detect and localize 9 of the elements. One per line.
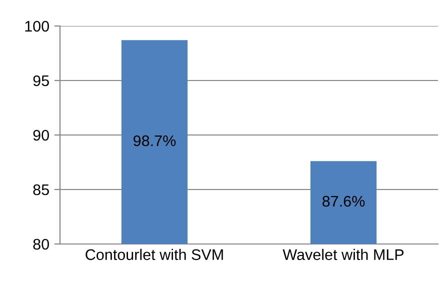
y-tick-label: 90 [33,130,49,141]
y-tick-label: 80 [33,238,49,250]
y-tick-label: 85 [33,184,49,196]
y-tick-label: 95 [33,75,49,86]
y-tick-label: 100 [25,20,49,32]
x-tick-label: Contourlet with SVM [86,248,223,260]
x-tick-label: Wavelet with MLP [282,248,404,260]
data-label: 98.7% [134,135,176,146]
data-label: 87.6% [322,196,365,207]
